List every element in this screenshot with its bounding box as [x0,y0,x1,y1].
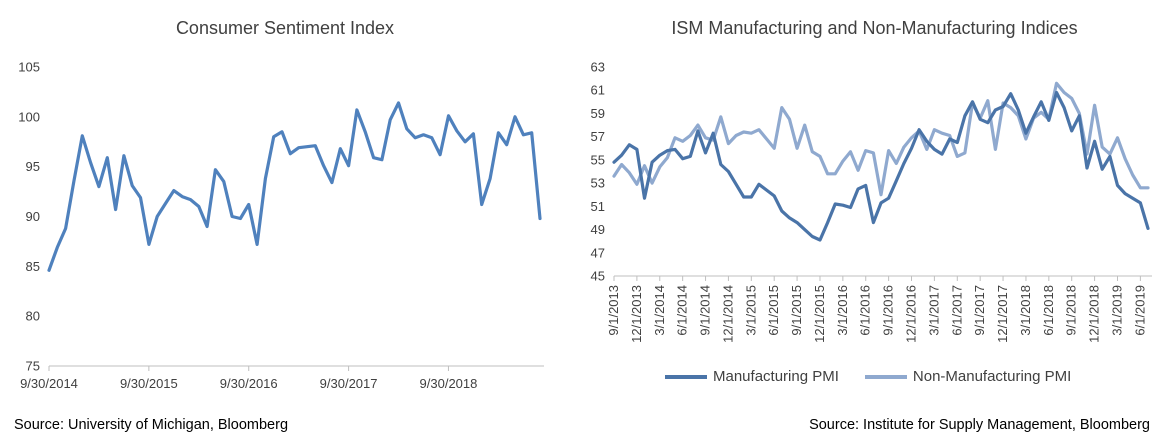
x-tick-label: 12/1/2018 [1087,285,1102,343]
y-tick-label: 45 [591,269,605,284]
y-tick-label: 63 [591,60,605,75]
y-tick-label: 90 [26,209,40,224]
chart-legend: Manufacturing PMI Non-Manufacturing PMI [665,368,1097,385]
x-tick-label: 3/1/2015 [743,285,758,336]
y-tick-label: 59 [591,106,605,121]
x-tick-label: 12/1/2017 [995,285,1010,343]
consumer-sentiment-plot: 75 80 85 90 95 100 105 9/30/2014 9/30/2015 9/30/2… [18,60,544,391]
x-tick-label: 9/30/2014 [20,376,78,391]
ism-indices-plot: 45 47 49 51 53 55 57 59 61 63 9/1/2013 12/1/2013 3/1… [591,60,1152,343]
y-tick-label: 49 [591,222,605,237]
y-tick-label: 51 [591,199,605,214]
y-tick-label: 95 [26,159,40,174]
x-tick-label: 3/1/2014 [652,285,667,336]
y-tick-label: 57 [591,129,605,144]
chart-source: Source: Institute for Supply Management,… [809,417,1150,433]
x-tick-label: 3/1/2018 [1018,285,1033,336]
x-tick-label: 9/1/2017 [972,285,987,336]
legend-swatch [864,374,907,379]
legend-item-non-manufacturing: Non-Manufacturing PMI [864,368,1072,385]
x-tick-label: 9/30/2018 [420,376,478,391]
y-tick-label: 61 [591,83,605,98]
x-tick-label: 6/1/2016 [858,285,873,336]
consumer-sentiment-chart: Consumer Sentiment Index 75 80 85 90 95 100 10… [0,0,570,447]
x-tick-label: 9/1/2016 [881,285,896,336]
x-tick-label: 12/1/2013 [629,285,644,343]
x-tick-label: 3/1/2017 [926,285,941,336]
y-tick-label: 105 [18,60,40,75]
x-tick-label: 6/1/2015 [766,285,781,336]
y-tick-label: 100 [18,109,40,124]
y-tick-label: 53 [591,176,605,191]
x-tick-label: 9/1/2015 [789,285,804,336]
y-tick-label: 55 [591,152,605,167]
x-tick-label: 3/1/2019 [1109,285,1124,336]
x-tick-label: 9/30/2016 [220,376,278,391]
x-tick-label: 3/1/2016 [835,285,850,336]
legend-swatch [665,374,707,379]
x-tick-label: 12/1/2015 [812,285,827,343]
chart-source: Source: University of Michigan, Bloomber… [14,417,289,433]
x-tick-label: 6/1/2019 [1132,285,1147,336]
x-tick-label: 12/1/2014 [720,285,735,343]
y-tick-label: 75 [26,359,40,374]
chart-title: ISM Manufacturing and Non-Manufacturing … [671,18,1078,38]
x-tick-label: 12/1/2016 [904,285,919,343]
x-tick-label: 9/1/2014 [698,285,713,336]
chart-title: Consumer Sentiment Index [175,18,395,38]
x-tick-label: 9/1/2018 [1064,285,1079,336]
y-tick-label: 85 [26,259,40,274]
series-line [47,101,542,272]
x-tick-label: 9/30/2017 [320,376,378,391]
ism-indices-chart: ISM Manufacturing and Non-Manufacturing … [575,0,1174,447]
x-tick-label: 6/1/2018 [1041,285,1056,336]
series-line [612,90,1150,242]
series-line [612,81,1150,197]
legend-item-manufacturing: Manufacturing PMI [665,368,839,385]
x-tick-label: 6/1/2014 [675,285,690,336]
y-tick-label: 47 [591,245,605,260]
x-tick-label: 6/1/2017 [949,285,964,336]
x-tick-label: 9/1/2013 [606,285,621,336]
legend-label: Non-Manufacturing PMI [912,368,1072,385]
legend-label: Manufacturing PMI [713,368,839,385]
y-tick-label: 80 [26,309,40,324]
x-tick-label: 9/30/2015 [120,376,178,391]
